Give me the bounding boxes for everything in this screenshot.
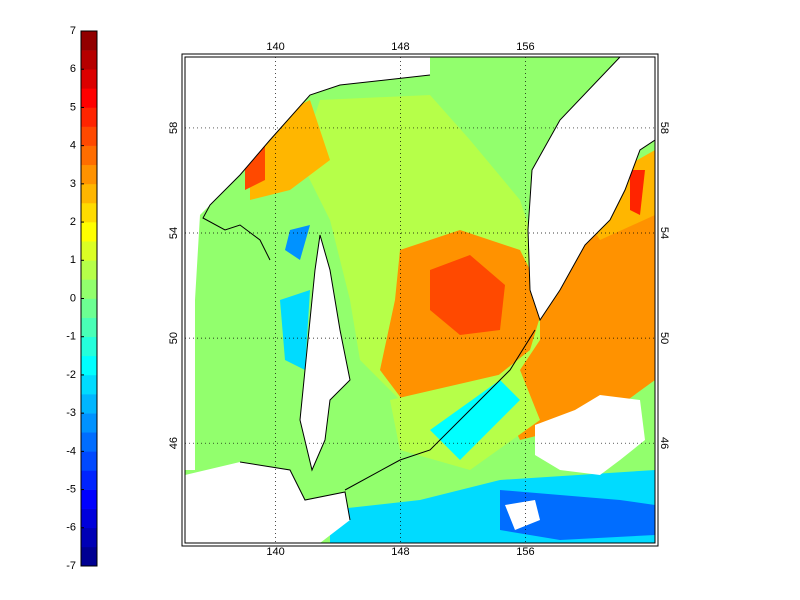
colorbar-band: [81, 355, 97, 376]
colorbar-tick-label: 7: [70, 25, 76, 37]
colorbar-band: [81, 183, 97, 204]
colorbar-band: [81, 374, 97, 395]
colorbar-band: [81, 508, 97, 529]
colorbar-band: [81, 470, 97, 490]
colorbar-band: [81, 451, 97, 471]
colorbar-tick-label: -3: [66, 407, 76, 419]
colorbar-band: [81, 126, 97, 146]
colorbar-tick-label: -2: [66, 369, 76, 381]
colorbar-tick-label: 0: [70, 292, 76, 304]
colorbar-band: [81, 546, 97, 567]
colorbar-tick-label: 6: [70, 63, 76, 75]
colorbar-band: [81, 489, 97, 509]
sst-field: [185, 57, 655, 543]
colorbar-band: [81, 298, 97, 318]
colorbar-tick-label: -6: [66, 522, 76, 534]
colorbar-tick-label: -1: [66, 331, 76, 343]
colorbar-band: [81, 145, 97, 166]
y-tick-label-right: 50: [658, 332, 670, 344]
y-tick-label-right: 58: [658, 122, 670, 134]
colorbar-band: [81, 202, 97, 223]
colorbar-tick-label: -7: [66, 560, 76, 572]
colorbar-band: [81, 527, 97, 548]
colorbar-band: [81, 88, 97, 108]
colorbar-band: [81, 413, 97, 433]
colorbar-tick-label: 3: [70, 178, 76, 190]
colorbar-band: [81, 394, 97, 414]
colorbar-band: [81, 260, 97, 280]
colorbar-band: [81, 222, 97, 242]
y-tick-label-right: 46: [658, 437, 670, 449]
colorbar-band: [81, 107, 97, 127]
colorbar-tick-label: 2: [70, 216, 76, 228]
colorbar-tick-label: 4: [70, 140, 76, 152]
x-tick-label-top: 148: [391, 41, 409, 53]
colorbar-band: [81, 279, 97, 299]
y-tick-label-left: 50: [168, 332, 180, 344]
colorbar-band: [81, 69, 97, 89]
colorbar-band: [81, 432, 97, 452]
y-tick-label-right: 54: [658, 227, 670, 239]
x-tick-label-top: 156: [516, 41, 534, 53]
colorbar: -7 -6 -5 -4 -3 -2 -1 0 1 2 3 4 5 6 7: [66, 25, 98, 572]
map-frame-outer: [181, 53, 659, 547]
x-tick-label-top: 140: [266, 41, 284, 53]
map-axes: 140 140 148 148 156 156 46 46 50 50 54 54 58 58: [168, 41, 670, 558]
colorbar-tick-label: 5: [70, 101, 76, 113]
colorbar-tick-label: -5: [66, 483, 76, 495]
y-tick-label-left: 54: [168, 227, 180, 239]
x-tick-label-bottom: 140: [266, 546, 284, 558]
map-frame: [184, 56, 656, 544]
colorbar-band: [81, 336, 97, 357]
colorbar-band: [81, 317, 97, 338]
colorbar-band: [81, 31, 97, 51]
y-tick-label-left: 58: [168, 122, 180, 134]
colorbar-band: [81, 241, 97, 261]
y-tick-label-left: 46: [168, 437, 180, 449]
colorbar-tick-label: -4: [66, 445, 76, 457]
x-tick-label-bottom: 148: [391, 546, 409, 558]
colorbar-band: [81, 164, 97, 185]
x-tick-label-bottom: 156: [516, 546, 534, 558]
colorbar-tick-label: 1: [70, 254, 76, 266]
colorbar-band: [81, 50, 97, 70]
